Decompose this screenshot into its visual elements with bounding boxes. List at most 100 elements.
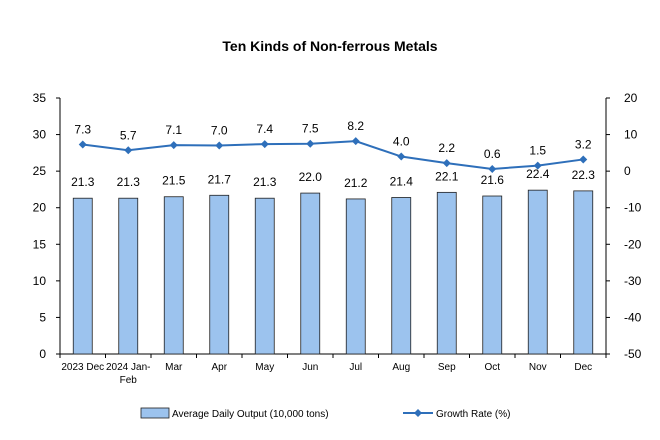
x-tick-label-line: Mar <box>165 362 183 373</box>
growth-point <box>169 141 178 150</box>
growth-value-label: 0.6 <box>484 147 501 161</box>
growth-value-label: 8.2 <box>347 119 364 133</box>
bar <box>163 196 184 355</box>
y-right-tick-label: 20 <box>624 91 638 105</box>
growth-point <box>124 146 133 155</box>
growth-point <box>78 140 87 149</box>
bar-value-label: 22.4 <box>526 167 550 181</box>
x-tick-label: Aug <box>392 362 410 373</box>
x-tick-label-line: May <box>255 362 274 373</box>
growth-value-label: 7.0 <box>211 124 228 138</box>
y-left-tick-label: 10 <box>33 274 47 288</box>
bar <box>527 189 548 355</box>
x-tick-label-line: 2024 Jan- <box>106 362 150 373</box>
y-left-tick-label: 35 <box>33 91 47 105</box>
growth-point <box>579 155 588 164</box>
bar <box>345 198 366 355</box>
y-right-tick-label: -10 <box>624 201 642 215</box>
bar-value-label: 22.3 <box>572 168 596 182</box>
y-right-tick-label: 10 <box>624 128 638 142</box>
x-tick-label-line: Nov <box>529 362 547 373</box>
x-tick-label-line: 2023 Dec <box>61 362 104 373</box>
growth-point <box>488 164 497 173</box>
x-tick-label: Dec <box>574 362 592 373</box>
x-tick-label: Nov <box>529 362 547 373</box>
legend-bar-swatch <box>140 407 170 419</box>
growth-value-label: 5.7 <box>120 128 137 142</box>
bars <box>72 189 594 355</box>
y-left-tick-label: 5 <box>39 310 46 324</box>
x-tick-label-line: Feb <box>120 375 138 386</box>
x-tick-label: May <box>255 362 274 373</box>
bar-value-label: 21.3 <box>71 175 95 189</box>
x-tick-label: Sep <box>438 362 456 373</box>
y-left-tick-label: 30 <box>33 128 47 142</box>
x-tick-label-line: Aug <box>392 362 410 373</box>
bar <box>118 197 139 355</box>
x-tick-label: Jun <box>302 362 318 373</box>
growth-point <box>442 159 451 168</box>
growth-value-label: 7.5 <box>302 122 319 136</box>
bar-value-label: 22.0 <box>299 170 323 184</box>
growth-value-label: 7.4 <box>256 122 273 136</box>
growth-line <box>78 137 588 173</box>
x-tick-label-line: Sep <box>438 362 456 373</box>
growth-point <box>306 139 315 148</box>
bar <box>72 197 93 355</box>
x-tick-label: Oct <box>484 362 500 373</box>
growth-value-label: 7.1 <box>165 123 182 137</box>
bar <box>573 190 594 355</box>
growth-point <box>351 137 360 146</box>
y-right-tick-label: -50 <box>624 347 642 361</box>
legend: Average Daily Output (10,000 tons) Growth… <box>140 407 510 420</box>
x-tick-label-line: Apr <box>211 362 227 373</box>
bar <box>482 195 503 355</box>
x-tick-label-line: Jul <box>349 362 362 373</box>
chart-title: Ten Kinds of Non-ferrous Metals <box>222 38 437 54</box>
axes: 0 5 10 15 20 25 30 35 -50 -40 -30 -20 -10 0 10 20 2023 D… <box>33 91 642 386</box>
bar <box>300 192 321 355</box>
y-left-tick-label: 20 <box>33 201 47 215</box>
growth-value-label: 1.5 <box>529 144 546 158</box>
bar-value-label: 21.3 <box>117 175 141 189</box>
growth-point <box>533 161 542 170</box>
legend-bar-label: Average Daily Output (10,000 tons) <box>172 409 329 420</box>
bar-value-label: 21.2 <box>344 176 368 190</box>
y-left-tick-label: 15 <box>33 237 47 251</box>
y-left-tick-label: 0 <box>39 347 46 361</box>
bar <box>209 194 230 355</box>
y-left-tick-label: 25 <box>33 164 47 178</box>
bar <box>254 197 275 355</box>
x-tick-label: 2023 Dec <box>61 362 104 373</box>
x-tick-label: Apr <box>211 362 227 373</box>
growth-line-path <box>82 140 584 170</box>
bar-value-label: 21.4 <box>390 174 414 188</box>
data-labels: 21.3 21.3 21.5 21.7 21.3 22.0 21.2 21.4 22.1 21.6… <box>71 119 595 190</box>
growth-value-label: 4.0 <box>393 135 410 149</box>
x-tick-label: 2024 Jan- Feb <box>106 362 150 386</box>
bar-value-label: 21.5 <box>162 174 186 188</box>
y-right-tick-label: -30 <box>624 274 642 288</box>
growth-value-label: 2.2 <box>438 141 455 155</box>
legend-line-marker <box>414 409 422 417</box>
growth-point <box>397 152 406 161</box>
x-tick-label-line: Dec <box>574 362 592 373</box>
growth-point <box>215 141 224 150</box>
legend-line-label: Growth Rate (%) <box>436 409 510 420</box>
x-tick-label-line: Oct <box>484 362 500 373</box>
bar-value-label: 21.7 <box>208 172 232 186</box>
growth-value-label: 7.3 <box>74 122 91 136</box>
bar-value-label: 21.3 <box>253 175 277 189</box>
x-tick-label-line: Jun <box>302 362 318 373</box>
x-tick-label: Jul <box>349 362 362 373</box>
bar <box>391 197 412 355</box>
y-right-tick-label: -40 <box>624 310 642 324</box>
y-right-tick-label: -20 <box>624 237 642 251</box>
growth-value-label: 3.2 <box>575 137 592 151</box>
bar-value-label: 21.6 <box>481 173 505 187</box>
bar <box>436 191 457 355</box>
x-tick-label: Mar <box>165 362 183 373</box>
growth-point <box>260 140 269 149</box>
bar-value-label: 22.1 <box>435 169 459 183</box>
